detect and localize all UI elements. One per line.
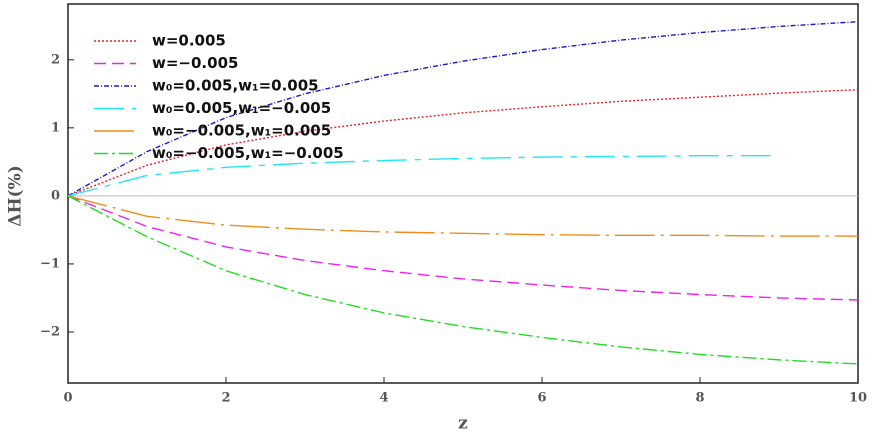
x-tick-label: 2: [221, 391, 230, 406]
legend-label: w=0.005: [152, 32, 226, 50]
legend-label: w₀=0.005,w₁=−0.005: [152, 99, 331, 117]
series-line: [67, 195, 859, 365]
x-axis-label: z: [458, 414, 468, 434]
series-line: [67, 195, 858, 237]
legend-label: w=−0.005: [152, 54, 238, 72]
series-line: [67, 155, 779, 197]
y-tick-label: 0: [51, 188, 60, 203]
y-tick-label: −1: [40, 256, 60, 271]
x-tick-label: 8: [695, 391, 704, 406]
series-line: [67, 20, 859, 197]
legend-label: w₀=−0.005,w₁=−0.005: [152, 144, 344, 162]
y-tick-label: −2: [40, 324, 60, 339]
series-line: [67, 195, 859, 301]
series-line: [67, 89, 859, 197]
legend-label: w₀=−0.005,w₁=0.005: [152, 122, 331, 140]
y-tick-label: 1: [51, 120, 60, 135]
legend-label: w₀=0.005,w₁=0.005: [152, 77, 319, 95]
y-axis-label: ΔH(%): [6, 165, 26, 227]
x-tick-label: 6: [537, 391, 546, 406]
plot-frame: [67, 3, 859, 384]
x-tick-label: 10: [849, 391, 867, 406]
x-tick-label: 4: [379, 391, 388, 406]
y-tick-label: 2: [51, 52, 60, 67]
x-tick-label: 0: [63, 391, 72, 406]
